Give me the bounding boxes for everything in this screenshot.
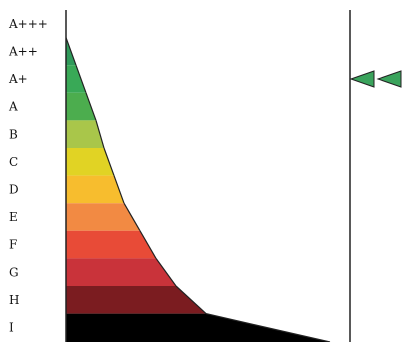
class-band-g <box>66 258 176 286</box>
class-band-edge-h <box>175 285 207 315</box>
class-label-a-plus-plus-plus: A+++ <box>8 17 48 31</box>
class-band-edge-d <box>113 175 125 204</box>
class-band-h <box>66 286 206 314</box>
class-indicator <box>349 70 402 88</box>
class-band-edge-a-plus-plus <box>65 37 77 66</box>
class-band-d <box>66 175 124 204</box>
class-band-f <box>66 230 156 259</box>
class-band-edge-e <box>123 202 141 232</box>
class-band-i <box>66 313 330 342</box>
class-label-a-plus: A+ <box>8 72 28 86</box>
class-label-e: E <box>9 210 18 224</box>
class-band-edge-a-plus <box>75 64 87 94</box>
class-band-b <box>66 120 104 148</box>
class-band-edge-g <box>155 258 177 287</box>
class-label-f: F <box>9 238 17 252</box>
indicator-arrow-2 <box>376 70 402 88</box>
class-band-c <box>66 148 114 176</box>
class-label-b: B <box>9 127 18 141</box>
class-label-a-plus-plus: A++ <box>8 44 38 58</box>
class-label-g: G <box>9 265 19 279</box>
class-band-edge-i <box>205 313 331 342</box>
class-label-h: H <box>9 293 19 307</box>
class-label-i: I <box>9 320 14 334</box>
class-label-d: D <box>9 182 19 196</box>
class-label-c: C <box>9 155 18 169</box>
class-band-edge-b <box>95 120 105 149</box>
class-band-e <box>66 203 140 231</box>
class-band-edge-f <box>139 230 157 259</box>
class-band-edge-c <box>103 147 115 176</box>
class-band-a-plus <box>66 65 86 93</box>
class-band-edge-a <box>85 92 97 121</box>
class-label-a: A <box>8 100 18 114</box>
class-bands <box>65 37 331 342</box>
indicator-arrow-1 <box>349 70 375 88</box>
